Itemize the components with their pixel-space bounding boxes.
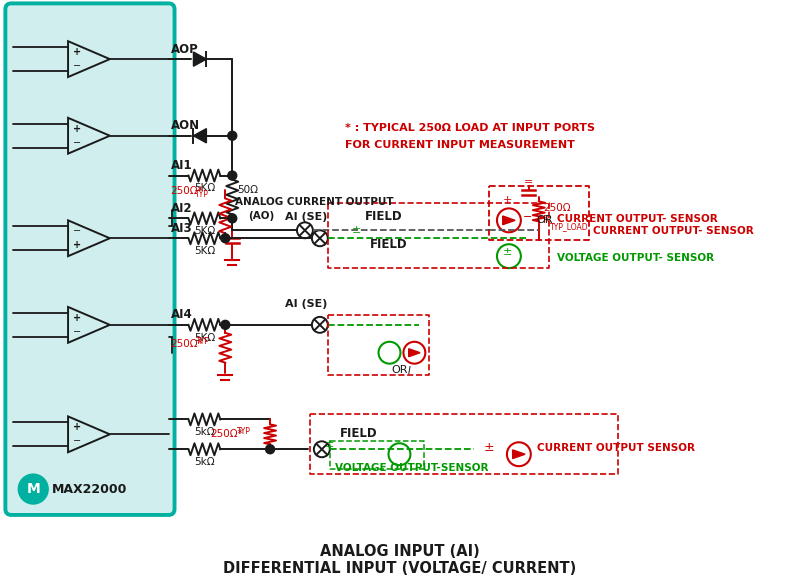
Polygon shape (194, 52, 206, 66)
Polygon shape (502, 216, 515, 224)
Text: CURRENT OUTPUT SENSOR: CURRENT OUTPUT SENSOR (537, 443, 694, 453)
Text: +: + (73, 422, 82, 432)
Text: FIELD: FIELD (370, 239, 407, 251)
Text: 250Ω*: 250Ω* (170, 186, 203, 196)
Circle shape (228, 214, 237, 223)
Text: ANALOG CURRENT OUTPUT: ANALOG CURRENT OUTPUT (235, 197, 394, 207)
Circle shape (228, 131, 237, 140)
Text: AI4: AI4 (170, 308, 192, 321)
Text: ANALOG INPUT (AI): ANALOG INPUT (AI) (319, 544, 479, 559)
Text: −: − (73, 138, 82, 148)
Text: FIELD: FIELD (365, 210, 402, 223)
Text: VOLTAGE OUTPUT-SENSOR: VOLTAGE OUTPUT-SENSOR (334, 463, 488, 473)
Text: DIFFERENTIAL INPUT (VOLTAGE/ CURRENT): DIFFERENTIAL INPUT (VOLTAGE/ CURRENT) (223, 561, 576, 576)
Text: * : TYPICAL 250Ω LOAD AT INPUT PORTS: * : TYPICAL 250Ω LOAD AT INPUT PORTS (345, 123, 594, 133)
Text: MAX22000: MAX22000 (52, 482, 127, 496)
Text: −: − (73, 226, 82, 236)
Text: 5kΩ: 5kΩ (194, 457, 214, 467)
Text: AI (SE): AI (SE) (285, 299, 327, 309)
Text: CURRENT OUTPUT- SENSOR: CURRENT OUTPUT- SENSOR (557, 214, 718, 224)
Circle shape (221, 234, 230, 243)
Text: =: = (524, 178, 534, 188)
Text: +: + (503, 195, 513, 206)
Text: 50Ω: 50Ω (238, 185, 258, 195)
Text: −: − (73, 327, 82, 337)
Text: CURRENT OUTPUT- SENSOR: CURRENT OUTPUT- SENSOR (593, 226, 754, 236)
Text: 250Ω*: 250Ω* (170, 339, 203, 349)
Text: I: I (407, 366, 410, 376)
Text: (AO): (AO) (248, 212, 274, 222)
Text: +: + (73, 47, 82, 57)
Text: TYP: TYP (238, 427, 251, 437)
Text: 5KΩ: 5KΩ (194, 246, 215, 256)
FancyBboxPatch shape (6, 4, 174, 515)
Text: 5KΩ: 5KΩ (194, 333, 215, 343)
Text: −: − (73, 62, 82, 71)
Polygon shape (409, 349, 420, 357)
Text: 250Ω: 250Ω (542, 203, 570, 213)
Circle shape (18, 474, 48, 504)
Text: FIELD: FIELD (340, 427, 378, 440)
Circle shape (266, 445, 274, 454)
Text: AON: AON (170, 120, 200, 132)
Circle shape (221, 321, 230, 329)
Text: TYP_LOAD: TYP_LOAD (550, 222, 588, 231)
Text: VOLTAGE OUTPUT- SENSOR: VOLTAGE OUTPUT- SENSOR (557, 253, 714, 263)
Text: −: − (523, 212, 532, 222)
Text: OR: OR (391, 364, 408, 374)
Text: AI (SE): AI (SE) (285, 212, 327, 222)
Text: OR: OR (537, 215, 554, 226)
Circle shape (228, 171, 237, 180)
Text: 5kΩ: 5kΩ (194, 427, 214, 437)
Text: TYP: TYP (197, 337, 210, 346)
Text: +: + (73, 124, 82, 134)
Text: M: M (26, 482, 40, 496)
Text: AI3: AI3 (170, 222, 192, 235)
Text: TYP: TYP (195, 190, 210, 199)
Text: +: + (73, 240, 82, 250)
Text: ±: ± (325, 440, 334, 449)
Text: +: + (73, 313, 82, 323)
Text: ±: ± (503, 247, 513, 257)
Text: AOP: AOP (170, 43, 198, 56)
Polygon shape (194, 129, 206, 143)
Text: −: − (73, 437, 82, 447)
Text: 250Ω*: 250Ω* (210, 430, 243, 440)
Text: AI2: AI2 (170, 202, 192, 215)
Text: ±: ± (352, 225, 362, 236)
Text: ±: ± (484, 441, 494, 454)
Text: AI1: AI1 (170, 159, 192, 172)
Text: 5KΩ: 5KΩ (194, 183, 215, 193)
Text: 5KΩ: 5KΩ (194, 226, 215, 236)
Text: R: R (542, 215, 550, 226)
Text: FOR CURRENT INPUT MEASUREMENT: FOR CURRENT INPUT MEASUREMENT (345, 139, 574, 149)
Polygon shape (513, 450, 525, 459)
